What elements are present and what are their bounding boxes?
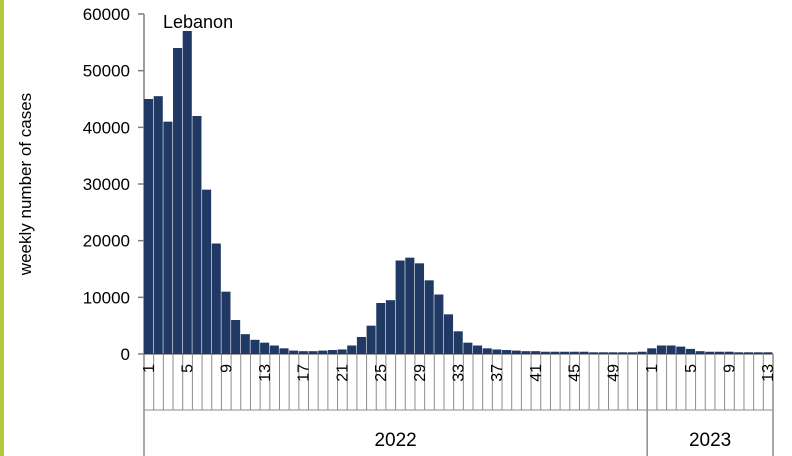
bar (221, 291, 231, 354)
bar (289, 350, 299, 354)
x-tick-label: 9 (721, 364, 738, 373)
bar (521, 351, 531, 354)
y-axis-label: weekly number of cases (16, 93, 35, 276)
x-tick-label: 17 (296, 364, 313, 382)
bar (579, 351, 589, 354)
bar (298, 351, 308, 354)
bar (366, 325, 376, 354)
x-tick-label: 45 (567, 364, 584, 382)
bar (385, 300, 395, 354)
year-label: 2023 (689, 430, 731, 451)
bar (743, 352, 754, 354)
bar (308, 351, 318, 354)
bar (434, 294, 444, 354)
x-tick-label: 33 (451, 364, 468, 382)
bar (676, 346, 686, 354)
bar (492, 349, 502, 354)
bar (443, 314, 454, 354)
bar (608, 352, 618, 354)
bar (318, 350, 328, 354)
bar (202, 189, 212, 354)
bar (424, 280, 434, 354)
bar (560, 351, 570, 354)
bar (569, 351, 579, 354)
bar (482, 348, 492, 354)
bar (666, 345, 676, 354)
bar (685, 348, 695, 354)
x-tick-label: 25 (373, 364, 390, 382)
bar (724, 351, 734, 354)
bar (647, 348, 657, 354)
bar (473, 345, 483, 354)
bar (395, 260, 405, 354)
bar (453, 331, 463, 354)
bar (269, 345, 279, 354)
bar (589, 352, 599, 354)
x-tick-label: 13 (257, 364, 274, 382)
y-tick-label: 60000 (83, 5, 130, 24)
bar (627, 352, 637, 354)
bar (376, 303, 386, 354)
x-tick-label: 9 (218, 364, 235, 373)
bar (714, 351, 725, 354)
y-tick-label: 0 (121, 345, 130, 364)
x-tick-label: 5 (180, 364, 197, 373)
bar (182, 31, 192, 354)
x-tick-label: 1 (644, 364, 661, 373)
bar (356, 337, 366, 354)
x-tick-label: 5 (683, 364, 700, 373)
bar (598, 352, 608, 354)
bar (173, 48, 183, 354)
bar (637, 351, 647, 354)
bar (144, 99, 154, 354)
bar (327, 350, 337, 354)
bar (550, 351, 560, 354)
bar (734, 352, 744, 354)
bar (656, 345, 666, 354)
bar (414, 263, 425, 354)
bar (763, 352, 773, 354)
x-tick-label: 41 (528, 364, 545, 382)
bar (502, 350, 512, 354)
bar (163, 121, 173, 354)
y-tick-label: 20000 (83, 232, 130, 251)
x-tick-label: 37 (489, 364, 506, 382)
axes-layer (138, 13, 774, 456)
bar (337, 349, 347, 354)
bar (705, 351, 715, 354)
bar (250, 339, 260, 354)
y-tick-label: 50000 (83, 62, 130, 81)
bar (540, 351, 550, 354)
x-tick-label: 49 (605, 364, 622, 382)
bar (231, 320, 241, 354)
bar (211, 243, 221, 354)
bar (511, 350, 521, 354)
x-tick-label: 29 (412, 364, 429, 382)
bar (405, 257, 415, 354)
y-tick-label: 10000 (83, 288, 130, 307)
bar (279, 348, 289, 354)
bar (192, 116, 202, 354)
bar (240, 334, 250, 354)
bars-layer (144, 31, 773, 355)
bar (347, 345, 357, 354)
labels-layer: 0 10000 20000 30000 40000 50000 60000 1 5 9 13 17 21… (83, 5, 777, 451)
bar (463, 342, 473, 354)
bar (618, 352, 628, 354)
bar (260, 342, 270, 354)
accent-border (0, 0, 4, 456)
x-tick-label: 1 (141, 364, 158, 373)
y-tick-label: 40000 (83, 118, 130, 137)
y-tick-label: 30000 (83, 175, 130, 194)
bar (695, 351, 705, 354)
bar (153, 96, 163, 355)
x-tick-label: 13 (760, 364, 777, 382)
bar (531, 351, 541, 354)
chart-title: Lebanon (163, 12, 233, 32)
x-tick-label: 21 (334, 364, 351, 382)
bar (753, 352, 763, 354)
year-label: 2022 (374, 430, 416, 451)
